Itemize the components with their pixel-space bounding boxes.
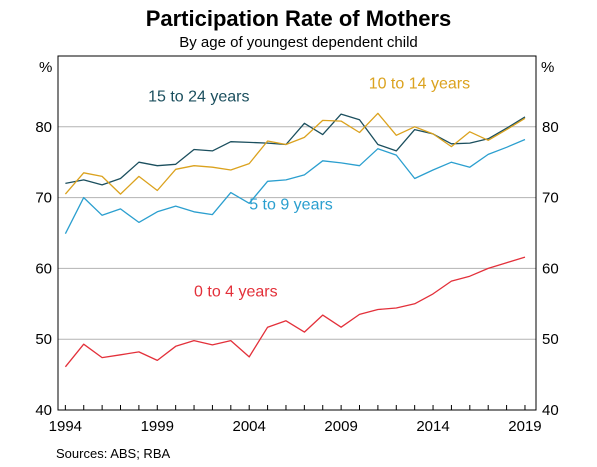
y-tick-label-left: 70 — [35, 190, 52, 207]
y-tick-label-right: 40 — [542, 402, 559, 419]
y-tick-label-left: 60 — [35, 260, 52, 277]
y-tick-label-left: 40 — [35, 402, 52, 419]
y-tick-label-right: 60 — [542, 260, 559, 277]
plot-frame — [57, 55, 537, 411]
series-label: 15 to 24 years — [148, 88, 249, 105]
chart-subtitle: By age of youngest dependent child — [179, 34, 418, 51]
y-tick-label-left: 50 — [35, 331, 52, 348]
x-tick-label: 1999 — [141, 418, 174, 435]
series-labels: 15 to 24 years 10 to 14 years 5 to 9 years… — [148, 76, 470, 301]
grid-layer — [58, 126, 536, 340]
series-label: 5 to 9 years — [249, 197, 333, 214]
axes: 40 40 50 50 60 60 70 70 80 80 1994 1999 2004 2009 2014… — [35, 55, 559, 435]
x-tick-label: 1994 — [49, 418, 82, 435]
y-unit-label-left: % — [39, 59, 52, 76]
series-label: 10 to 14 years — [369, 76, 470, 93]
y-tick-label-right: 70 — [542, 190, 559, 207]
y-tick-label-right: 80 — [542, 119, 559, 136]
series-lines — [64, 112, 526, 368]
x-tick-label: 2014 — [416, 418, 449, 435]
y-tick-label-right: 50 — [542, 331, 559, 348]
x-tick-label: 2004 — [233, 418, 266, 435]
series-line-10-to-14-years — [64, 112, 526, 195]
x-tick-label: 2009 — [324, 418, 357, 435]
chart-title: Participation Rate of Mothers — [145, 6, 452, 31]
x-tick-label: 2019 — [508, 418, 541, 435]
y-tick-label-left: 80 — [35, 119, 52, 136]
series-label: 0 to 4 years — [194, 284, 278, 301]
source-note: Sources: ABS; RBA — [56, 446, 171, 461]
series-line-0-to-4-years — [64, 256, 526, 368]
series-line-15-to-24-years — [65, 113, 526, 186]
series-line-5-to-9-years — [64, 138, 526, 234]
y-unit-label-right: % — [541, 59, 554, 76]
